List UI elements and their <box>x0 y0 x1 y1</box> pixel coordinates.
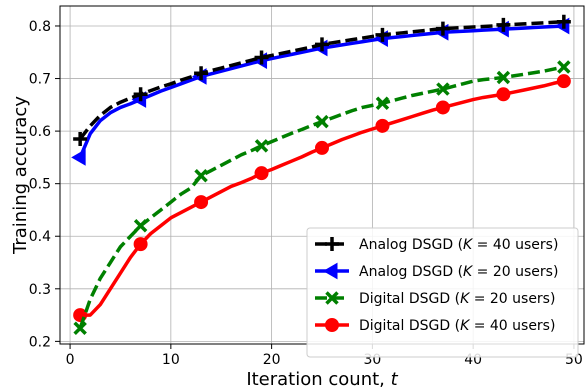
legend-label-suffix: = 40 users) <box>472 237 558 253</box>
y-tick-label: 0.6 <box>29 124 51 140</box>
y-axis-title: Training accuracy <box>10 96 31 255</box>
data-point <box>73 321 87 335</box>
data-point <box>315 114 329 129</box>
legend-label-suffix: = 20 users) <box>472 264 558 280</box>
data-point <box>194 195 209 210</box>
legend-entry: Digital DSGD (K = 40 users) <box>315 318 555 334</box>
legend-entry: Analog DSGD (K = 40 users) <box>315 237 558 253</box>
x-tick-label: 10 <box>162 352 180 368</box>
data-point <box>435 21 450 36</box>
legend-marker <box>325 318 339 332</box>
legend-entry: Analog DSGD (K = 20 users) <box>315 262 558 280</box>
y-tick-label: 0.7 <box>29 72 51 88</box>
axis-ticks: 0 10 20 30 40 500.20.30.40.50.60.70.8 <box>29 19 583 368</box>
y-tick-label: 0.2 <box>29 334 51 350</box>
legend-label-suffix: = 40 users) <box>469 318 555 334</box>
series-4 <box>73 74 571 323</box>
data-point <box>254 166 269 181</box>
legend-label-suffix: = 20 users) <box>469 291 555 307</box>
data-point <box>496 70 511 85</box>
legend-marker <box>325 237 339 251</box>
y-tick-label: 0.8 <box>29 19 51 35</box>
data-point <box>133 237 148 252</box>
legend-label-prefix: Analog DSGD ( <box>359 264 463 280</box>
data-point <box>254 139 269 153</box>
data-point <box>496 17 511 32</box>
data-point <box>556 74 571 89</box>
legend-label-var: K <box>463 264 474 280</box>
legend-marker <box>322 262 338 280</box>
legend-label: Analog DSGD (K = 40 users) <box>359 237 558 253</box>
data-point <box>496 87 511 102</box>
data-point <box>133 218 148 233</box>
legend-label: Analog DSGD (K = 20 users) <box>359 264 558 280</box>
data-point <box>436 82 450 96</box>
x-axis-title-text: Iteration count, <box>246 369 390 390</box>
legend-label-prefix: Digital DSGD ( <box>359 291 460 307</box>
data-point <box>71 149 86 166</box>
legend-label-var: K <box>460 291 471 307</box>
data-point <box>254 50 269 65</box>
legend-label: Digital DSGD (K = 40 users) <box>359 318 555 334</box>
legend-label-prefix: Digital DSGD ( <box>359 318 460 334</box>
data-point <box>315 37 329 52</box>
y-tick-label: 0.5 <box>29 177 51 193</box>
data-point <box>556 14 571 29</box>
x-tick-label: 0 <box>66 352 75 368</box>
series-1 <box>73 14 571 146</box>
legend: Analog DSGD (K = 40 users)Analog DSGD (K… <box>306 227 579 358</box>
data-point <box>73 131 88 146</box>
legend-entry: Digital DSGD (K = 20 users) <box>315 291 555 307</box>
data-point <box>375 27 390 42</box>
y-tick-label: 0.4 <box>29 229 51 245</box>
series-layer <box>71 14 571 335</box>
data-point <box>435 100 450 115</box>
data-point <box>194 169 208 183</box>
legend-label-var: K <box>463 237 474 253</box>
data-point <box>375 96 390 110</box>
data-point <box>557 60 571 74</box>
legend-frame <box>306 227 579 358</box>
legend-label-prefix: Analog DSGD ( <box>359 237 463 253</box>
x-tick-label: 20 <box>263 352 281 368</box>
legend-marker <box>325 291 339 305</box>
series-3 <box>73 60 571 335</box>
legend-label-var: K <box>460 318 471 334</box>
y-tick-label: 0.3 <box>29 282 51 298</box>
x-axis-title-var: t <box>391 369 399 390</box>
data-point <box>194 66 209 81</box>
data-point <box>133 87 148 102</box>
data-point <box>375 118 390 133</box>
legend-label: Digital DSGD (K = 20 users) <box>359 291 555 307</box>
data-point <box>315 140 329 155</box>
x-axis-title: Iteration count, t <box>246 369 398 390</box>
